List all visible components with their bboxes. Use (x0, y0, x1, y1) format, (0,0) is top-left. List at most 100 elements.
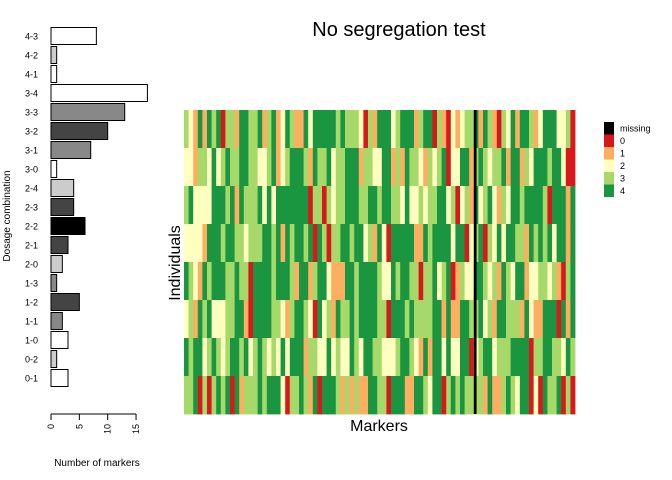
heatmap-cell (561, 186, 567, 225)
heatmap-cell (418, 148, 424, 187)
bar-category-label: 2-4 (25, 184, 38, 194)
genotype-heatmap (184, 110, 576, 415)
heatmap-cell (335, 110, 341, 149)
bar-category-label: 2-2 (25, 222, 38, 232)
heatmap-cell (391, 224, 396, 263)
heatmap-cell (276, 110, 281, 149)
heatmap-cell (230, 338, 235, 377)
heatmap-cell (395, 338, 401, 377)
heatmap-cell (377, 148, 383, 187)
heatmap-cell (193, 262, 199, 301)
heatmap-cell (322, 262, 327, 301)
heatmap-cell (524, 376, 530, 415)
heatmap-cell (220, 224, 226, 263)
heatmap-cell (510, 262, 516, 301)
heatmap-cell (349, 148, 355, 187)
heatmap-cell (358, 224, 364, 263)
heatmap-cell (496, 148, 502, 187)
heatmap-cell (335, 300, 341, 339)
heatmap-cell (469, 338, 475, 377)
heatmap-cell (289, 262, 295, 301)
heatmap-cell (386, 376, 392, 415)
heatmap-cell (510, 300, 516, 339)
heatmap-cell (289, 186, 295, 225)
heatmap-cell (285, 110, 291, 149)
heatmap-cell (469, 148, 475, 187)
bar-category-label: 2-0 (25, 260, 38, 270)
heatmap-cell (437, 262, 442, 301)
heatmap-cell (400, 110, 406, 149)
heatmap-cell (427, 110, 433, 149)
heatmap-cell (331, 110, 337, 149)
heatmap-cell (266, 148, 272, 187)
heatmap-cell (193, 186, 199, 225)
heatmap-cell (239, 186, 245, 225)
heatmap-cell (234, 148, 240, 187)
heatmap-cell (253, 186, 258, 225)
heatmap-cell (460, 300, 465, 339)
heatmap-cell (404, 376, 410, 415)
heatmap-cell (519, 224, 525, 263)
heatmap-cell (460, 224, 465, 263)
heatmap-cell (450, 262, 456, 301)
heatmap-cell (308, 148, 314, 187)
heatmap-cell (340, 186, 346, 225)
heatmap-cell (478, 110, 484, 149)
heatmap-cell (280, 300, 286, 339)
heatmap-cell (487, 338, 493, 377)
heatmap-cell (197, 186, 203, 225)
heatmap-cell (312, 376, 318, 415)
heatmap-cell (372, 300, 378, 339)
heatmap-cell (423, 262, 429, 301)
bar-1-0 (50, 331, 69, 349)
bar-x-tick-label: 0 (46, 424, 56, 429)
heatmap-cell (372, 186, 378, 225)
heatmap-cell (368, 186, 373, 225)
heatmap-cell (294, 376, 300, 415)
heatmap-cell (271, 148, 277, 187)
heatmap-cell (538, 186, 544, 225)
heatmap-cell (524, 262, 530, 301)
heatmap-cell (234, 338, 240, 377)
heatmap-cell (478, 262, 484, 301)
heatmap-cell (340, 376, 346, 415)
heatmap-cell (266, 300, 272, 339)
heatmap-cell (193, 300, 199, 339)
heatmap-cell (478, 148, 484, 187)
heatmap-cell (409, 338, 415, 377)
heatmap-cell (253, 110, 258, 149)
heatmap-cell (381, 300, 387, 339)
heatmap-cell (515, 224, 521, 263)
heatmap-cell (455, 224, 461, 263)
heatmap-cell (464, 148, 470, 187)
heatmap-cell (561, 224, 567, 263)
heatmap-cell (377, 186, 383, 225)
heatmap-cell (561, 148, 567, 187)
heatmap-cell (556, 186, 562, 225)
heatmap-cell (377, 110, 383, 149)
heatmap-cell (289, 148, 295, 187)
heatmap-cell (317, 110, 323, 149)
heatmap-cell (533, 300, 539, 339)
heatmap-cell (216, 300, 222, 339)
heatmap-cell (561, 338, 567, 377)
heatmap-cell (372, 110, 378, 149)
heatmap-cell (248, 148, 254, 187)
heatmap-cell (423, 110, 429, 149)
heatmap-cell (230, 186, 235, 225)
bar-4-1 (50, 65, 58, 83)
heatmap-cell (533, 148, 539, 187)
heatmap-cell (184, 224, 189, 263)
bar-category-label: 2-1 (25, 241, 38, 251)
heatmap-x-axis-title: Markers (350, 418, 408, 435)
heatmap-cell (409, 110, 415, 149)
heatmap-cell (331, 376, 337, 415)
heatmap-cell (570, 186, 576, 225)
heatmap-cell (437, 148, 442, 187)
heatmap-cell (317, 262, 323, 301)
heatmap-cell (207, 338, 212, 377)
heatmap-cell (262, 224, 268, 263)
heatmap-cell (303, 186, 309, 225)
heatmap-cell (391, 300, 396, 339)
